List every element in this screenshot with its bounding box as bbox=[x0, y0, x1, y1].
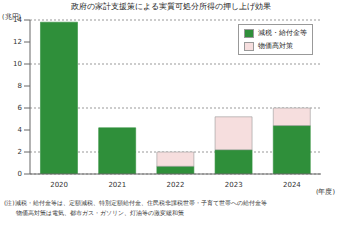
svg-text:0: 0 bbox=[18, 170, 22, 178]
svg-text:2024: 2024 bbox=[283, 181, 301, 188]
svg-text:2: 2 bbox=[18, 148, 22, 156]
svg-text:2020: 2020 bbox=[50, 181, 68, 188]
svg-text:14: 14 bbox=[13, 16, 22, 24]
svg-text:2021: 2021 bbox=[108, 181, 126, 188]
svg-text:8: 8 bbox=[18, 82, 22, 90]
svg-text:6: 6 bbox=[18, 104, 23, 112]
svg-text:4: 4 bbox=[18, 126, 23, 134]
svg-text:2023: 2023 bbox=[225, 181, 243, 188]
svg-text:2022: 2022 bbox=[167, 181, 185, 188]
svg-text:10: 10 bbox=[13, 60, 22, 68]
svg-text:12: 12 bbox=[13, 38, 22, 46]
